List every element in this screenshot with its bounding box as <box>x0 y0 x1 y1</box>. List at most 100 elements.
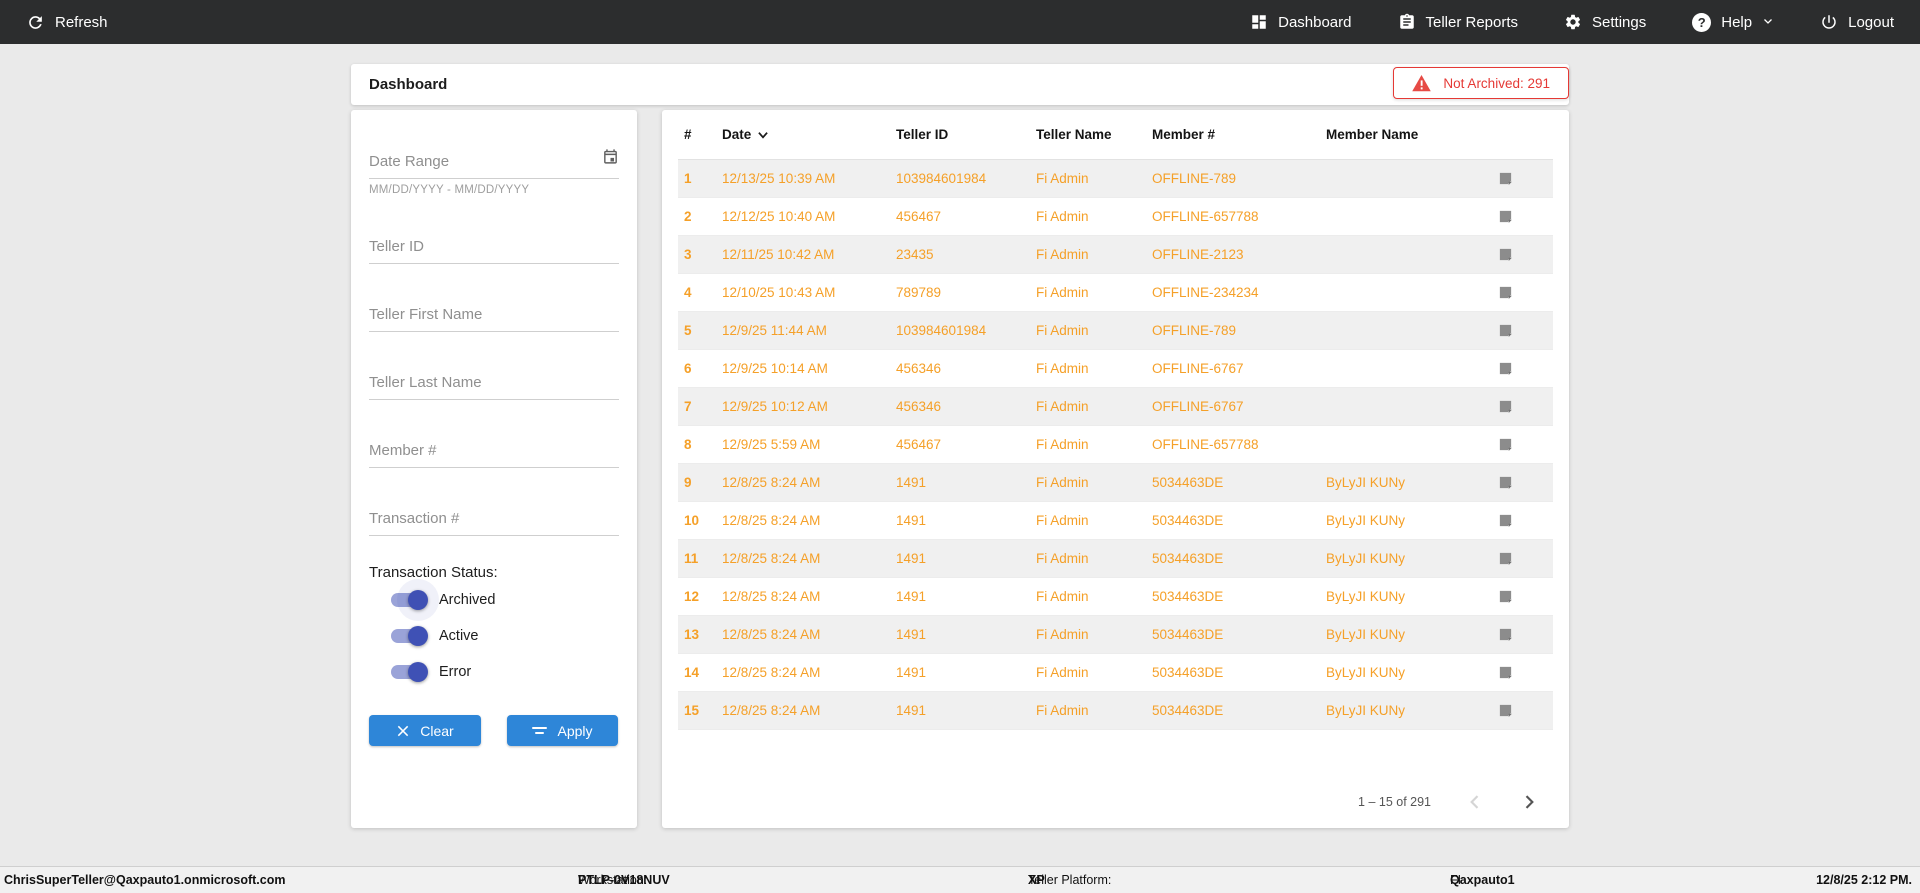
col-member-name: Member Name <box>1326 127 1419 142</box>
apply-button-label: Apply <box>557 722 593 739</box>
row-teller-name: Fi Admin <box>1036 285 1089 300</box>
member-number-field <box>369 442 619 468</box>
row-teller-id: 789789 <box>896 285 942 300</box>
row-number: 15 <box>684 703 700 718</box>
row-teller-id: 1491 <box>896 665 927 680</box>
table-row[interactable]: 10 12/8/25 8:24 AM 1491 Fi Admin 5034463… <box>678 502 1553 540</box>
pagination-range-label: 1 – 15 of 291 <box>1358 795 1431 809</box>
row-date: 12/8/25 8:24 AM <box>722 589 821 604</box>
table-row[interactable]: 6 12/9/25 10:14 AM 456346 Fi Admin OFFLI… <box>678 350 1553 388</box>
row-teller-name: Fi Admin <box>1036 323 1089 338</box>
note-icon[interactable] <box>1492 437 1513 452</box>
refresh-label: Refresh <box>55 13 108 31</box>
row-teller-name: Fi Admin <box>1036 437 1089 452</box>
teller-id-input[interactable] <box>369 238 619 255</box>
note-icon[interactable] <box>1492 285 1513 300</box>
note-icon[interactable] <box>1492 323 1513 338</box>
previous-page-button[interactable] <box>1465 792 1485 812</box>
row-date: 12/9/25 10:14 AM <box>722 361 828 376</box>
teller-first-name-field <box>369 306 619 332</box>
apply-button[interactable]: Apply <box>507 715 618 746</box>
row-date: 12/8/25 8:24 AM <box>722 475 821 490</box>
status-bar: ChrisSuperTeller@Qaxpauto1.onmicrosoft.c… <box>0 866 1920 893</box>
table-row[interactable]: 3 12/11/25 10:42 AM 23435 Fi Admin OFFLI… <box>678 236 1553 274</box>
nav-teller-reports-label: Teller Reports <box>1425 13 1519 31</box>
row-teller-id: 456467 <box>896 209 942 224</box>
date-range-input[interactable] <box>369 153 594 170</box>
table-row[interactable]: 8 12/9/25 5:59 AM 456467 Fi Admin OFFLIN… <box>678 426 1553 464</box>
row-teller-name: Fi Admin <box>1036 247 1089 262</box>
table-row[interactable]: 4 12/10/25 10:43 AM 789789 Fi Admin OFFL… <box>678 274 1553 312</box>
transaction-number-input[interactable] <box>369 510 619 527</box>
chevron-down-icon <box>1762 14 1774 31</box>
table-row[interactable]: 14 12/8/25 8:24 AM 1491 Fi Admin 5034463… <box>678 654 1553 692</box>
table-row[interactable]: 5 12/9/25 11:44 AM 103984601984 Fi Admin… <box>678 312 1553 350</box>
clear-button[interactable]: Clear <box>369 715 481 746</box>
clear-x-icon <box>398 725 409 736</box>
teller-last-name-input[interactable] <box>369 374 619 391</box>
row-date: 12/10/25 10:43 AM <box>722 285 836 300</box>
note-icon[interactable] <box>1492 171 1513 186</box>
row-teller-name: Fi Admin <box>1036 627 1089 642</box>
teller-id-field <box>369 238 619 264</box>
toggle-archived[interactable] <box>391 579 439 621</box>
toggle-active[interactable] <box>391 626 428 646</box>
table-header: # Date Teller ID Teller Name Member # Me… <box>678 110 1553 160</box>
nav-dashboard[interactable]: Dashboard <box>1250 13 1352 31</box>
teller-first-name-input[interactable] <box>369 306 619 323</box>
row-number: 7 <box>684 399 692 414</box>
nav-teller-reports[interactable]: Teller Reports <box>1398 13 1519 31</box>
row-number: 2 <box>684 209 692 224</box>
toggle-active-row: Active <box>391 619 619 653</box>
row-member-number: OFFLINE-2123 <box>1152 247 1244 262</box>
nav-dashboard-label: Dashboard <box>1278 13 1352 31</box>
table-row[interactable]: 15 12/8/25 8:24 AM 1491 Fi Admin 5034463… <box>678 692 1553 730</box>
row-member-name: ByLyJI KUNy <box>1326 513 1406 528</box>
note-icon[interactable] <box>1492 703 1513 718</box>
row-teller-name: Fi Admin <box>1036 171 1089 186</box>
note-icon[interactable] <box>1492 361 1513 376</box>
member-number-input[interactable] <box>369 442 619 459</box>
transaction-number-field <box>369 510 619 536</box>
col-date-sort[interactable]: Date <box>722 127 896 142</box>
table-row[interactable]: 12 12/8/25 8:24 AM 1491 Fi Admin 5034463… <box>678 578 1553 616</box>
row-teller-name: Fi Admin <box>1036 665 1089 680</box>
table-row[interactable]: 7 12/9/25 10:12 AM 456346 Fi Admin OFFLI… <box>678 388 1553 426</box>
note-icon[interactable] <box>1492 627 1513 642</box>
note-icon[interactable] <box>1492 551 1513 566</box>
table-row[interactable]: 2 12/12/25 10:40 AM 456467 Fi Admin OFFL… <box>678 198 1553 236</box>
note-icon[interactable] <box>1492 589 1513 604</box>
table-row[interactable]: 1 12/13/25 10:39 AM 103984601984 Fi Admi… <box>678 160 1553 198</box>
row-member-number: 5034463DE <box>1152 627 1224 642</box>
row-member-number: OFFLINE-789 <box>1152 171 1237 186</box>
note-icon[interactable] <box>1492 247 1513 262</box>
nav-logout[interactable]: Logout <box>1820 13 1894 31</box>
row-member-number: OFFLINE-234234 <box>1152 285 1259 300</box>
top-nav: Refresh Dashboard Teller Reports Setting… <box>0 0 1920 44</box>
table-row[interactable]: 11 12/8/25 8:24 AM 1491 Fi Admin 5034463… <box>678 540 1553 578</box>
next-page-button[interactable] <box>1519 792 1539 812</box>
note-icon[interactable] <box>1492 665 1513 680</box>
note-icon[interactable] <box>1492 209 1513 224</box>
row-teller-name: Fi Admin <box>1036 703 1089 718</box>
row-teller-id: 456346 <box>896 399 942 414</box>
nav-settings[interactable]: Settings <box>1564 13 1646 31</box>
row-teller-name: Fi Admin <box>1036 475 1089 490</box>
note-icon[interactable] <box>1492 399 1513 414</box>
table-row[interactable]: 13 12/8/25 8:24 AM 1491 Fi Admin 5034463… <box>678 616 1553 654</box>
note-icon[interactable] <box>1492 513 1513 528</box>
refresh-button[interactable]: Refresh <box>26 13 108 32</box>
nav-help[interactable]: ? Help <box>1692 12 1774 32</box>
toggle-error[interactable] <box>391 662 428 682</box>
not-archived-label: Not Archived: 291 <box>1443 75 1550 91</box>
not-archived-badge[interactable]: Not Archived: 291 <box>1393 67 1569 99</box>
user-email: ChrisSuperTeller@Qaxpauto1.onmicrosoft.c… <box>4 873 286 887</box>
status-datetime: 12/8/25 2:12 PM. <box>1816 873 1912 887</box>
refresh-icon <box>26 13 45 32</box>
filter-icon <box>532 727 548 734</box>
table-row[interactable]: 9 12/8/25 8:24 AM 1491 Fi Admin 5034463D… <box>678 464 1553 502</box>
note-icon[interactable] <box>1492 475 1513 490</box>
calendar-icon[interactable] <box>602 148 619 170</box>
row-teller-name: Fi Admin <box>1036 399 1089 414</box>
row-number: 13 <box>684 627 700 642</box>
